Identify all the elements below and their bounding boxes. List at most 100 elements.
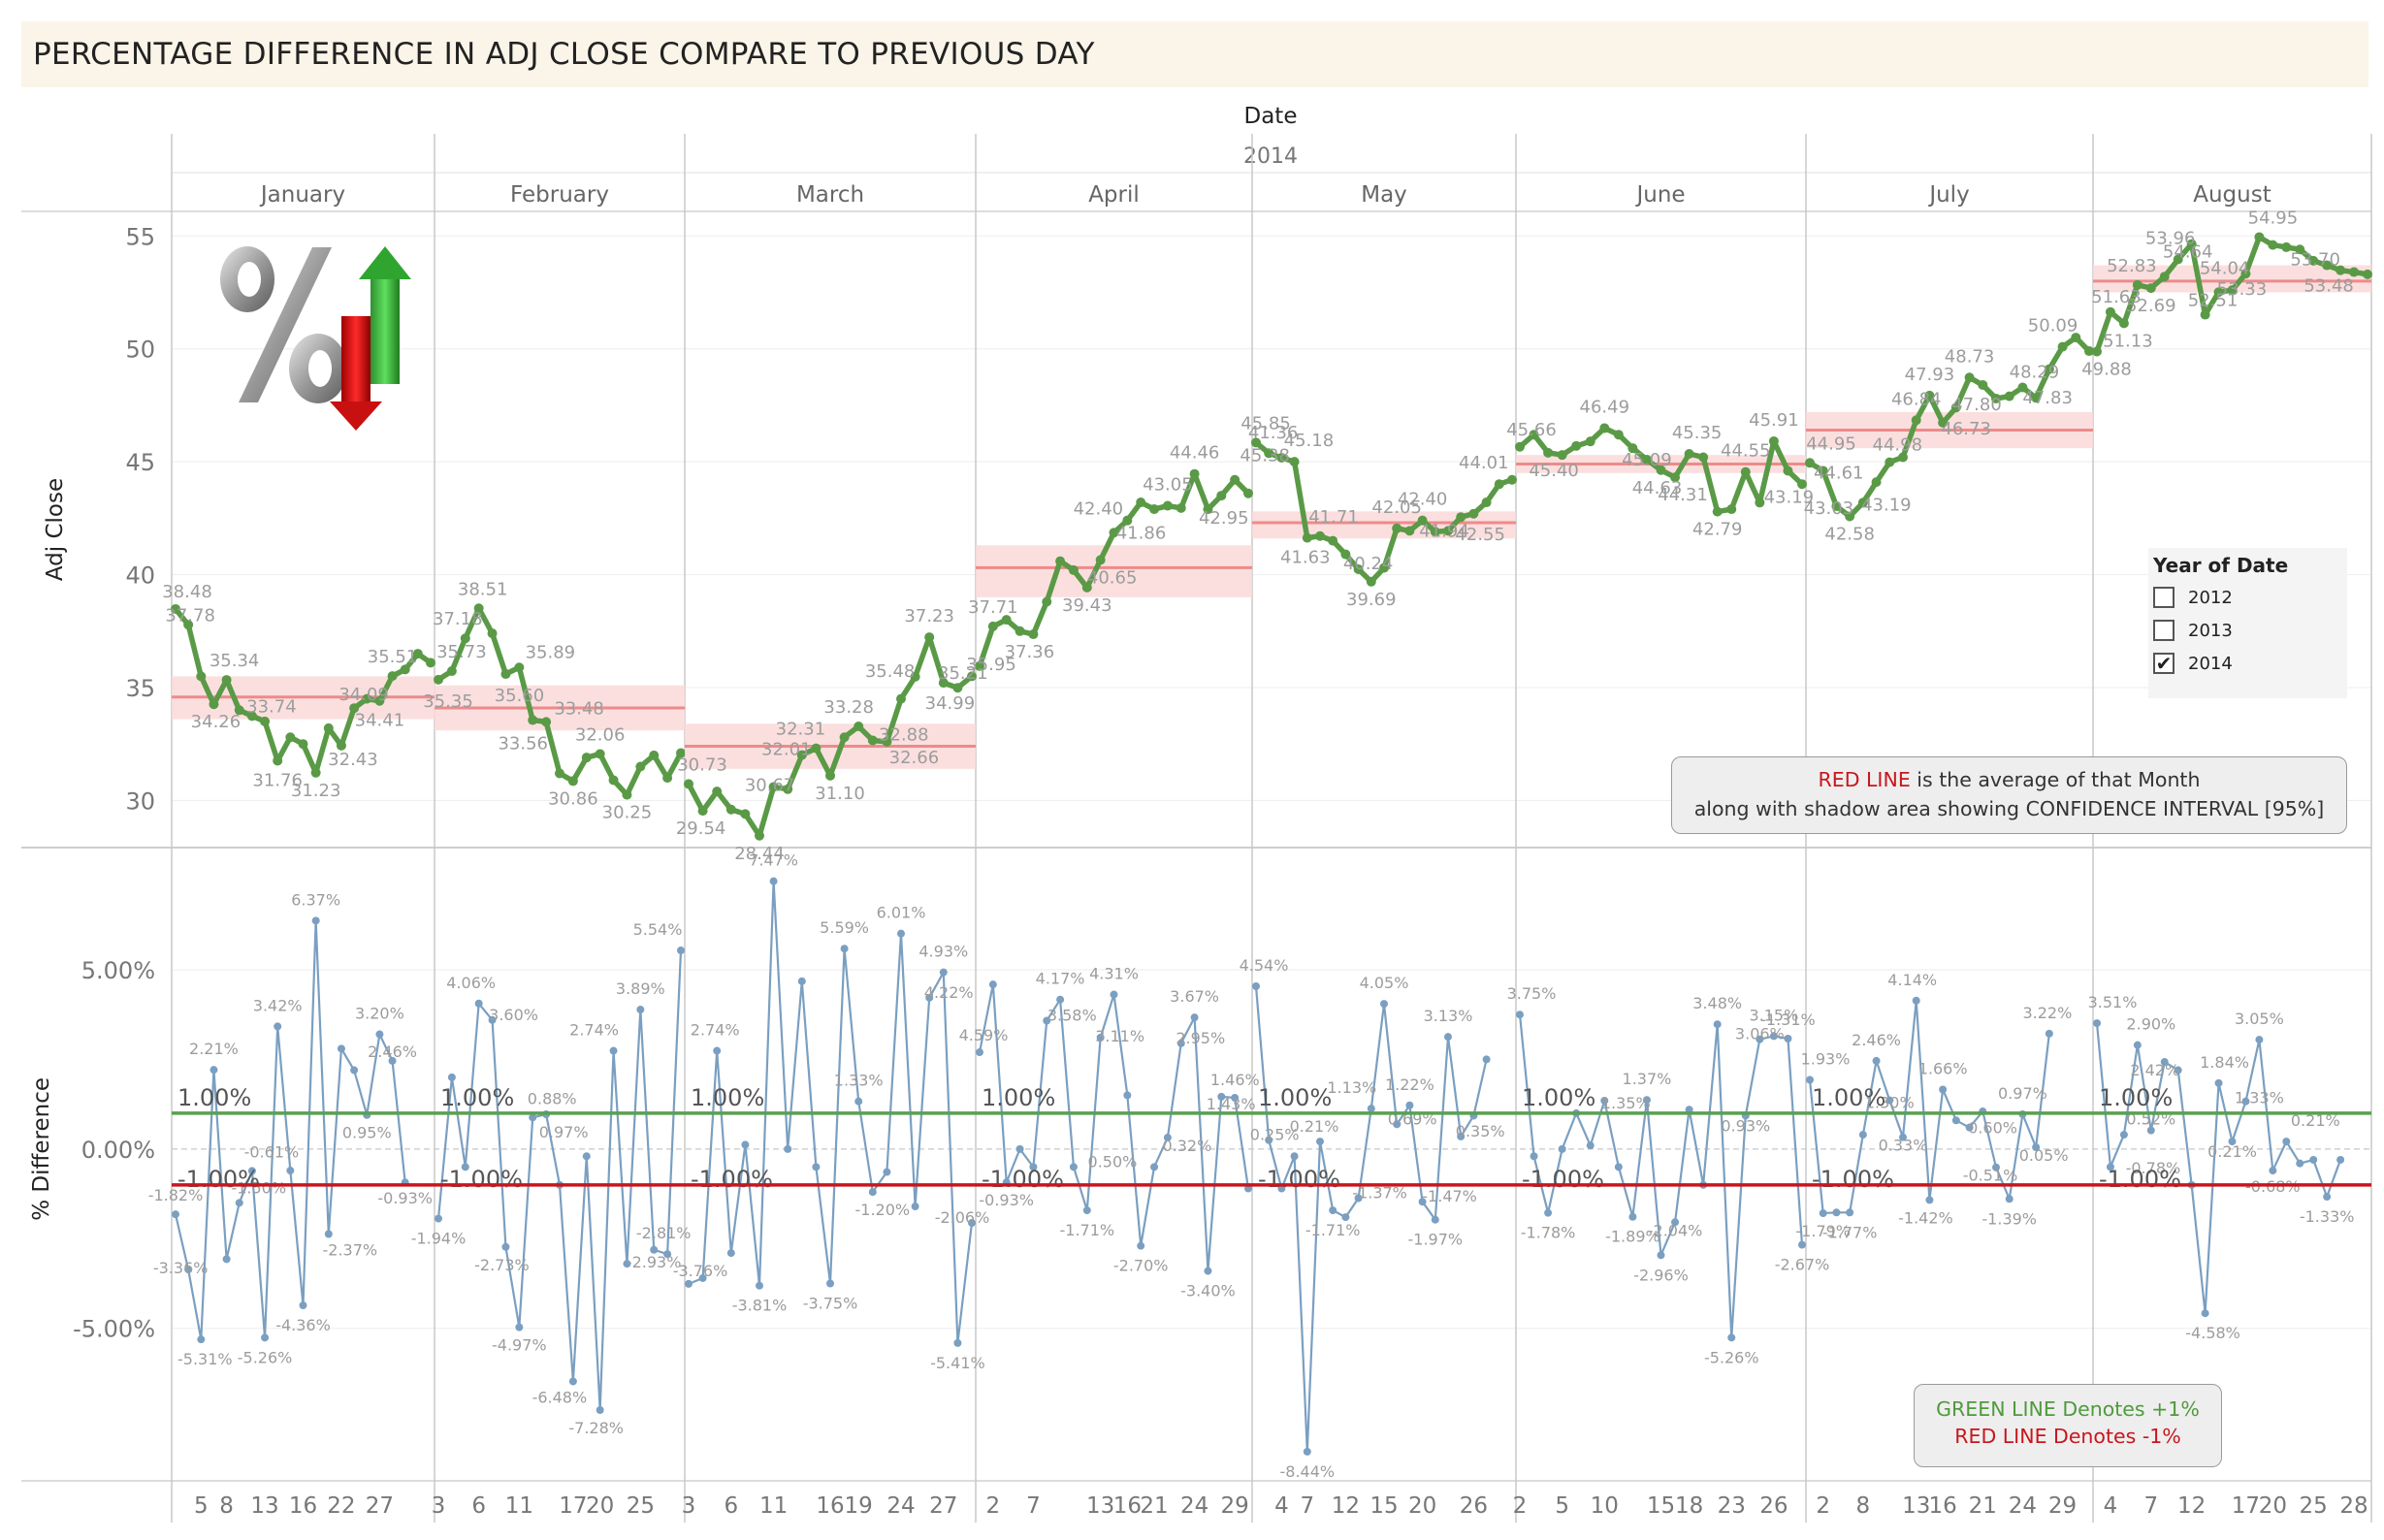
pct-diff-point [184,1266,193,1274]
pct-diff-data-label: 4.59% [959,1026,1009,1044]
x-tick-label: 27 [366,1493,394,1519]
month-label-june: June [1634,182,1685,208]
adj-close-data-label: 28.44 [734,844,785,864]
pct-diff-data-label: -4.97% [492,1336,547,1355]
adj-close-point [2349,267,2360,277]
adj-close-point [1845,511,1855,522]
month-label-april: April [1088,182,1140,208]
pct-diff-point [609,1046,618,1055]
adj-close-point [1392,523,1402,533]
x-tick-label: 16 [816,1493,844,1519]
pct-diff-point [1082,1206,1091,1215]
adj-close-data-label: 42.95 [1199,508,1249,529]
pct-diff-point [1316,1138,1324,1146]
adj-close-point [1515,441,1525,452]
x-tick-label: 24 [886,1493,915,1519]
adj-close-point [2200,309,2210,320]
pct-diff-point [247,1167,256,1175]
pct-diff-data-label: 4.54% [1240,956,1289,975]
month-label-february: February [510,182,609,208]
pct-diff-point [1939,1085,1948,1094]
adj-close-point [1203,504,1213,515]
adj-close-point [1585,436,1595,447]
pct-diff-point [2160,1058,2169,1067]
adj-close-data-label: 44.31 [1658,485,1708,505]
adj-close-data-label: 32.06 [575,724,626,745]
x-tick-label: 3 [682,1493,696,1519]
adj-close-point [740,809,751,819]
adj-close-data-label: 43.05 [1143,475,1193,496]
pct-diff-data-label: -3.81% [732,1297,788,1315]
adj-close-data-label: 44.01 [1459,453,1509,473]
x-tick-label: 7 [1026,1493,1041,1519]
checkbox-2014[interactable]: ✔ [2153,653,2175,674]
adj-close-point [1911,415,1921,426]
adj-close-data-label: 29.54 [676,818,726,839]
pct-diff-point [1544,1208,1553,1217]
pct-diff-point [1096,1033,1105,1042]
x-tick-label: 26 [1460,1493,1488,1519]
adj-close-point [2173,254,2183,265]
bottom-y-tick-label: -5.00% [73,1316,155,1343]
pct-diff-data-label: 3.58% [1047,1007,1097,1025]
pct-diff-point [953,1338,962,1347]
pct-diff-point [337,1044,345,1053]
pct-diff-point [1769,1032,1778,1041]
adj-close-point [1783,465,1793,476]
pct-diff-point [826,1279,834,1288]
checkbox-2012[interactable] [2153,587,2175,608]
x-tick-label: 5 [194,1493,209,1519]
adj-close-data-label: 47.80 [1951,395,2002,415]
x-tick-label: 2 [1816,1493,1830,1519]
legend-item-2014[interactable]: ✔ 2014 [2153,651,2233,676]
bottom-y-tick-label: 5.00% [81,957,155,984]
pct-diff-data-label: 4.31% [1089,965,1139,983]
x-tick-label: 25 [627,1493,655,1519]
x-tick-label: 19 [845,1493,873,1519]
pct-diff-point [1015,1144,1024,1153]
legend-item-2012[interactable]: 2012 [2153,585,2233,610]
pct-diff-point [726,1249,735,1258]
pct-diff-point [2323,1193,2332,1202]
pct-diff-point [2201,1309,2209,1318]
pct-diff-data-label: -0.93% [377,1189,433,1207]
percent-growth-logo [220,246,411,431]
x-tick-label: 25 [2300,1493,2328,1519]
adj-close-point [2213,287,2224,298]
pct-diff-point [968,1219,976,1228]
red-line-term: RED LINE [1818,768,1911,791]
pct-diff-data-label: 3.42% [253,996,303,1014]
pct-diff-point [868,1188,877,1197]
adj-close-point [183,620,194,630]
adj-close-data-label: 45.18 [1284,431,1335,451]
adj-close-point [1740,466,1751,477]
adj-close-data-label: 42.55 [1455,525,1505,545]
adj-close-point [1189,468,1200,479]
adj-close-point [2071,333,2081,343]
pct-diff-point [1992,1163,2000,1171]
adj-close-data-label: 41.86 [1116,523,1167,543]
pct-diff-point [1444,1033,1452,1042]
adj-close-point [1543,447,1554,458]
pct-diff-data-label: 4.22% [924,983,974,1002]
pct-diff-data-label: -2.06% [935,1208,990,1227]
adj-close-point [1328,535,1338,546]
adj-close-data-label: 34.09 [338,685,389,705]
x-tick-label: 8 [1856,1493,1871,1519]
pct-diff-data-label: -1.39% [1981,1209,2037,1228]
adj-close-point [487,628,498,639]
adj-close-point [811,743,822,754]
adj-close-data-label: 52.51 [2188,290,2239,310]
checkbox-2013[interactable] [2153,620,2175,641]
pct-diff-point [1516,1011,1524,1019]
adj-close-data-label: 46.73 [1941,419,1991,439]
adj-close-point [2105,306,2115,317]
x-tick-label: 11 [759,1493,788,1519]
adj-close-data-label: 33.48 [554,698,604,719]
adj-close-point [1641,455,1652,465]
adj-close-data-label: 49.88 [2081,360,2132,380]
pct-diff-point [713,1046,722,1055]
adj-close-data-label: 37.18 [433,609,483,629]
legend-item-2013[interactable]: 2013 [2153,618,2233,643]
adj-close-data-label: 38.51 [458,579,508,599]
